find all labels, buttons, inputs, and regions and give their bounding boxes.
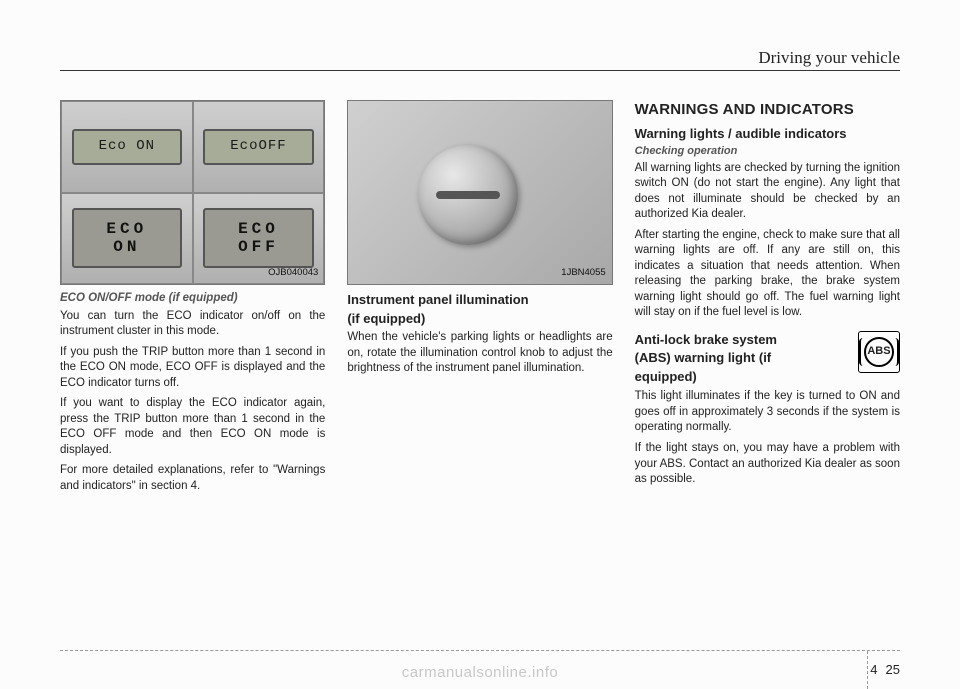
paragraph: If you push the TRIP button more than 1 … <box>60 345 325 392</box>
watermark: carmanualsonline.info <box>402 664 558 681</box>
paragraph: When the vehicle's parking lights or hea… <box>347 330 612 377</box>
figure-label: 1JBN4055 <box>561 267 605 280</box>
subheading: (ABS) warning light (if <box>635 349 852 367</box>
column-1: Eco ON EcoOFF ECO ON ECO O <box>60 100 325 499</box>
page-chapter: 4 <box>870 662 877 677</box>
abs-warning-icon: ABS <box>858 331 900 373</box>
subheading: Anti-lock brake system <box>635 331 852 349</box>
subheading: (if equipped) <box>347 310 612 328</box>
paragraph: If the light stays on, you may have a pr… <box>635 441 900 488</box>
lcd-line: ECO <box>238 220 279 238</box>
eco-cell-off: EcoOFF <box>193 101 325 193</box>
lcd-line: OFF <box>238 238 279 256</box>
lcd-display: Eco ON <box>72 129 182 165</box>
column-3: WARNINGS AND INDICATORS Warning lights /… <box>635 100 900 499</box>
subheading: Warning lights / audible indicators <box>635 125 900 143</box>
lcd-display: EcoOFF <box>203 129 313 165</box>
lcd-line: ECO <box>106 220 147 238</box>
lcd-display: ECO OFF <box>203 208 313 268</box>
footer-dash-h <box>60 650 900 651</box>
illumination-knob-icon <box>418 145 518 245</box>
figure-eco-modes: Eco ON EcoOFF ECO ON ECO O <box>60 100 325 285</box>
knob-panel <box>348 101 611 284</box>
section-title: WARNINGS AND INDICATORS <box>635 100 900 120</box>
lcd-line: ON <box>113 238 140 256</box>
paragraph: This light illuminates if the key is tur… <box>635 389 900 436</box>
page-num: 25 <box>886 662 900 677</box>
abs-icon-text: ABS <box>864 337 894 367</box>
chapter-title: Driving your vehicle <box>758 48 900 68</box>
figure-caption: ECO ON/OFF mode (if equipped) <box>60 291 325 307</box>
lcd-display: ECO ON <box>72 208 182 268</box>
paragraph: For more detailed explanations, refer to… <box>60 463 325 494</box>
paragraph: You can turn the ECO indicator on/off on… <box>60 309 325 340</box>
column-2: 1JBN4055 Instrument panel illumination (… <box>347 100 612 499</box>
footer-dash-v <box>867 651 868 689</box>
header-rule <box>60 70 900 71</box>
eco-grid: Eco ON EcoOFF ECO ON ECO O <box>61 101 324 284</box>
figure-label: OJB040043 <box>268 267 318 280</box>
abs-heading-text: Anti-lock brake system (ABS) warning lig… <box>635 331 852 387</box>
figure-illumination-knob: 1JBN4055 <box>347 100 612 285</box>
subheading-italic: Checking operation <box>635 144 900 159</box>
paragraph: If you want to display the ECO indicator… <box>60 396 325 458</box>
page-number: 4 25 <box>870 662 900 677</box>
subheading: Instrument panel illumination <box>347 291 612 309</box>
paragraph: After starting the engine, check to make… <box>635 228 900 321</box>
subheading: equipped) <box>635 368 852 386</box>
paragraph: All warning lights are checked by turnin… <box>635 161 900 223</box>
eco-cell-on: Eco ON <box>61 101 193 193</box>
columns: Eco ON EcoOFF ECO ON ECO O <box>60 100 900 499</box>
abs-heading-row: Anti-lock brake system (ABS) warning lig… <box>635 331 900 387</box>
manual-page: Driving your vehicle Eco ON EcoOFF ECO O… <box>0 0 960 689</box>
eco-cell-on-big: ECO ON <box>61 193 193 285</box>
